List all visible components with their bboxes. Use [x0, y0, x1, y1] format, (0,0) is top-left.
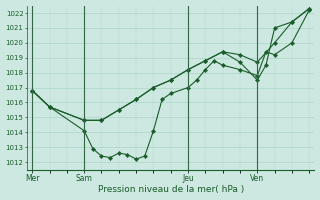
- X-axis label: Pression niveau de la mer( hPa ): Pression niveau de la mer( hPa ): [98, 185, 244, 194]
